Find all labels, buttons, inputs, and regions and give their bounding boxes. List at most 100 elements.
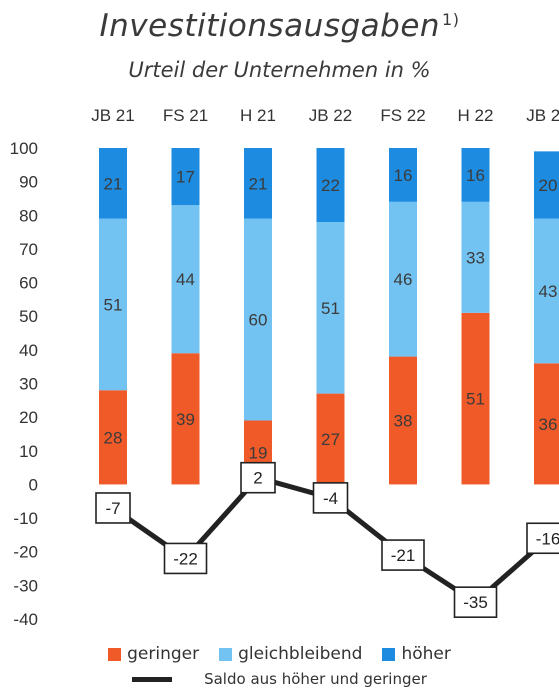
saldo-value-label: -7 xyxy=(105,499,120,518)
y-tick-label: 0 xyxy=(29,475,38,494)
bar-value-label-geringer: 27 xyxy=(321,430,340,449)
saldo-point: -4 xyxy=(312,482,349,514)
y-tick-label: 60 xyxy=(19,274,38,293)
legend-row-categories: geringer gleichbleibend höher xyxy=(0,644,559,664)
bar-gleichbleibend xyxy=(316,222,345,394)
saldo-value-box xyxy=(381,539,425,571)
legend: geringer gleichbleibend höher Saldo aus … xyxy=(0,644,559,688)
bar-value-label-gleichbleibend: 51 xyxy=(321,299,340,318)
bar-gleichbleibend xyxy=(244,218,272,421)
saldo-value-box xyxy=(95,492,131,524)
bar-value-label-gleichbleibend: 46 xyxy=(394,270,413,289)
y-tick-label: 10 xyxy=(19,442,38,461)
bar-value-label-geringer: 19 xyxy=(249,443,268,462)
legend-label-saldo: Saldo aus höher und geringer xyxy=(204,670,427,688)
saldo-value-label: -21 xyxy=(391,546,416,565)
saldo-value-label: 2 xyxy=(253,469,262,488)
saldo-value-label: -35 xyxy=(463,593,488,612)
legend-label-geringer: geringer xyxy=(127,644,200,664)
bar-hoeher xyxy=(171,148,200,206)
saldo-value-box xyxy=(453,586,498,618)
y-tick-label: 50 xyxy=(19,307,38,326)
saldo-value-box xyxy=(526,522,559,555)
y-tick-label: 80 xyxy=(19,206,38,225)
bar-gleichbleibend xyxy=(534,218,559,364)
saldo-point: -22 xyxy=(163,542,208,575)
x-category-label: JB 22 xyxy=(309,106,352,125)
x-category-label: FS 21 xyxy=(163,106,208,125)
bar-geringer xyxy=(316,393,345,485)
bar-geringer xyxy=(461,312,490,485)
bar-value-label-hoeher: 20 xyxy=(539,176,558,195)
bar-hoeher xyxy=(244,148,272,219)
bar-gleichbleibend xyxy=(99,218,127,391)
bar-hoeher xyxy=(461,148,490,202)
y-tick-label: -30 xyxy=(13,576,38,595)
bar-value-label-hoeher: 16 xyxy=(394,166,413,185)
legend-label-hoeher: höher xyxy=(401,644,451,664)
bar-value-label-geringer: 39 xyxy=(176,410,195,429)
legend-item-geringer: geringer xyxy=(108,644,199,664)
saldo-value-label: -4 xyxy=(323,489,338,508)
saldo-point: -16 xyxy=(526,522,559,555)
bar-value-label-gleichbleibend: 43 xyxy=(539,282,558,301)
y-tick-label: 40 xyxy=(19,341,38,360)
bar-hoeher xyxy=(316,148,345,223)
legend-swatch-gleichbleibend xyxy=(219,647,233,661)
legend-item-hoeher: höher xyxy=(382,644,451,664)
y-tick-label: -20 xyxy=(13,543,38,562)
bar-value-label-hoeher: 16 xyxy=(466,166,485,185)
saldo-point: 2 xyxy=(240,461,276,494)
y-tick-label: -40 xyxy=(13,610,38,629)
bar-value-label-hoeher: 21 xyxy=(104,174,123,193)
legend-label-gleichbleibend: gleichbleibend xyxy=(238,644,363,664)
bar-value-label-gleichbleibend: 51 xyxy=(104,295,123,314)
chart-title-text: Investitionsausgaben xyxy=(99,8,441,44)
y-tick-label: 90 xyxy=(19,173,38,192)
bar-value-label-hoeher: 21 xyxy=(249,174,268,193)
legend-row-saldo: Saldo aus höher und geringer xyxy=(0,670,559,688)
bar-value-label-gleichbleibend: 33 xyxy=(466,248,485,267)
chart-title: Investitionsausgaben 1) xyxy=(0,8,559,44)
saldo-value-box xyxy=(163,542,208,575)
x-category-label: H 21 xyxy=(240,106,276,125)
saldo-value-box xyxy=(312,482,349,514)
bar-value-label-gleichbleibend: 44 xyxy=(176,270,195,289)
x-category-label: JB 21 xyxy=(91,106,134,125)
saldo-value-label: -22 xyxy=(173,549,198,568)
bar-gleichbleibend xyxy=(171,205,200,354)
y-tick-label: -10 xyxy=(13,509,38,528)
legend-swatch-hoeher xyxy=(382,647,396,661)
chart-subtitle: Urteil der Unternehmen in % xyxy=(128,58,431,82)
saldo-point: -21 xyxy=(381,539,425,571)
bar-gleichbleibend xyxy=(389,201,417,357)
saldo-point: -7 xyxy=(95,492,131,524)
y-tick-label: 70 xyxy=(19,240,38,259)
legend-swatch-geringer xyxy=(108,647,122,661)
bar-value-label-geringer: 28 xyxy=(104,428,123,447)
bar-geringer xyxy=(534,363,559,485)
saldo-point: -35 xyxy=(453,586,498,618)
bar-hoeher xyxy=(99,148,127,219)
bar-value-label-geringer: 51 xyxy=(466,390,485,409)
y-tick-label: 20 xyxy=(19,408,38,427)
legend-line-saldo xyxy=(132,676,173,682)
bar-value-label-geringer: 38 xyxy=(394,412,413,431)
bar-geringer xyxy=(389,356,417,485)
bar-hoeher xyxy=(534,151,559,219)
saldo-value-box xyxy=(240,461,276,494)
chart-title-footnote: 1) xyxy=(442,9,460,29)
x-category-label: JB 23 xyxy=(526,106,559,125)
bar-geringer xyxy=(171,353,200,485)
bar-geringer xyxy=(99,390,127,485)
y-tick-label: 100 xyxy=(10,139,38,158)
saldo-value-label: -16 xyxy=(536,529,559,548)
y-tick-label: 30 xyxy=(19,375,38,394)
bar-hoeher xyxy=(389,148,417,202)
x-category-label: H 22 xyxy=(458,106,494,125)
bar-value-label-hoeher: 17 xyxy=(176,168,195,187)
legend-item-gleichbleibend: gleichbleibend xyxy=(219,644,362,664)
x-category-label: FS 22 xyxy=(380,106,425,125)
